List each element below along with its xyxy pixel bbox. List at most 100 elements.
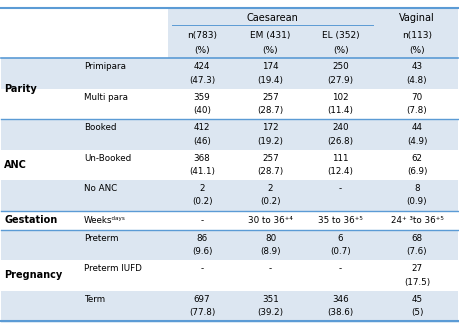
- Text: (19.4): (19.4): [257, 76, 284, 85]
- Text: (28.7): (28.7): [257, 167, 284, 176]
- Text: Booked: Booked: [84, 123, 117, 132]
- Text: (38.6): (38.6): [327, 308, 354, 317]
- Bar: [376, 43, 458, 58]
- Text: 80: 80: [265, 234, 276, 243]
- Bar: [1, 211, 458, 230]
- Text: 250: 250: [332, 63, 349, 71]
- Text: 62: 62: [412, 154, 422, 163]
- Text: 351: 351: [262, 295, 279, 304]
- Bar: [1, 58, 458, 89]
- Text: (%): (%): [333, 46, 348, 55]
- Text: 30 to 36⁺⁴: 30 to 36⁺⁴: [248, 215, 293, 225]
- Text: EL (352): EL (352): [322, 31, 359, 39]
- Text: 257: 257: [262, 93, 279, 102]
- Text: 174: 174: [262, 63, 279, 71]
- Text: (0.7): (0.7): [330, 247, 351, 256]
- Text: (17.5): (17.5): [404, 278, 430, 287]
- Text: 172: 172: [262, 123, 279, 132]
- Text: (%): (%): [263, 46, 278, 55]
- Text: 368: 368: [194, 154, 211, 163]
- Text: 70: 70: [411, 93, 423, 102]
- Text: Caesarean: Caesarean: [246, 13, 298, 23]
- Text: (12.4): (12.4): [328, 167, 353, 176]
- Bar: [1, 260, 458, 291]
- Text: (39.2): (39.2): [257, 308, 284, 317]
- Text: (4.9): (4.9): [407, 137, 427, 146]
- Bar: [168, 27, 376, 43]
- Text: -: -: [339, 184, 342, 193]
- Text: 45: 45: [411, 295, 423, 304]
- Text: (4.8): (4.8): [407, 76, 427, 85]
- Text: Term: Term: [84, 295, 105, 304]
- Text: EM (431): EM (431): [250, 31, 291, 39]
- Text: n(113): n(113): [402, 31, 432, 39]
- Text: 424: 424: [194, 63, 210, 71]
- Text: (5): (5): [411, 308, 423, 317]
- Text: (26.8): (26.8): [328, 137, 353, 146]
- Text: 346: 346: [332, 295, 349, 304]
- Text: (77.8): (77.8): [189, 308, 215, 317]
- Bar: [1, 230, 458, 260]
- Text: (7.6): (7.6): [407, 247, 427, 256]
- Text: 27: 27: [411, 264, 423, 273]
- Text: 102: 102: [332, 93, 349, 102]
- Text: 697: 697: [194, 295, 210, 304]
- Text: (27.9): (27.9): [328, 76, 353, 85]
- Text: -: -: [201, 264, 204, 273]
- Text: (46): (46): [193, 137, 211, 146]
- Text: 2: 2: [268, 184, 273, 193]
- Text: 24⁺ ³to 36⁺⁵: 24⁺ ³to 36⁺⁵: [391, 215, 443, 225]
- Text: (28.7): (28.7): [257, 106, 284, 115]
- Text: Parity: Parity: [4, 84, 37, 94]
- Text: (47.3): (47.3): [189, 76, 215, 85]
- Text: 6: 6: [338, 234, 343, 243]
- Text: 8: 8: [414, 184, 420, 193]
- Text: Multi para: Multi para: [84, 93, 128, 102]
- Text: Preterm: Preterm: [84, 234, 118, 243]
- Bar: [1, 180, 458, 211]
- Text: 43: 43: [411, 63, 423, 71]
- Bar: [1, 89, 458, 119]
- Text: No ANC: No ANC: [84, 184, 117, 193]
- Text: (19.2): (19.2): [257, 137, 284, 146]
- Text: 86: 86: [196, 234, 207, 243]
- Text: (40): (40): [193, 106, 211, 115]
- Text: ANC: ANC: [4, 160, 27, 170]
- Bar: [376, 27, 458, 43]
- Bar: [168, 43, 376, 58]
- Text: (41.1): (41.1): [189, 167, 215, 176]
- Text: 2: 2: [199, 184, 205, 193]
- Text: 68: 68: [411, 234, 423, 243]
- Text: Pregnancy: Pregnancy: [4, 270, 62, 280]
- Bar: [1, 150, 458, 180]
- Text: -: -: [339, 264, 342, 273]
- Text: 111: 111: [332, 154, 349, 163]
- Text: (8.9): (8.9): [260, 247, 281, 256]
- Text: Gestation: Gestation: [4, 215, 57, 225]
- Text: (%): (%): [409, 46, 425, 55]
- Text: (%): (%): [194, 46, 210, 55]
- Text: (11.4): (11.4): [328, 106, 353, 115]
- Text: (0.9): (0.9): [407, 197, 427, 207]
- Text: (6.9): (6.9): [407, 167, 427, 176]
- Text: -: -: [201, 215, 204, 225]
- Text: 257: 257: [262, 154, 279, 163]
- Text: Vaginal: Vaginal: [399, 13, 435, 23]
- Text: Primipara: Primipara: [84, 63, 126, 71]
- Text: 240: 240: [332, 123, 349, 132]
- Bar: [1, 119, 458, 150]
- Bar: [1, 291, 458, 321]
- Text: n(783): n(783): [187, 31, 217, 39]
- Bar: [168, 8, 376, 27]
- Text: 359: 359: [194, 93, 211, 102]
- Bar: [376, 8, 458, 27]
- Text: 44: 44: [412, 123, 422, 132]
- Text: (7.8): (7.8): [407, 106, 427, 115]
- Text: -: -: [269, 264, 272, 273]
- Text: Un-Booked: Un-Booked: [84, 154, 131, 163]
- Text: (0.2): (0.2): [260, 197, 281, 207]
- Text: Weeksᵈᵃʸˢ: Weeksᵈᵃʸˢ: [84, 215, 126, 225]
- Text: 35 to 36⁺⁵: 35 to 36⁺⁵: [318, 215, 363, 225]
- Text: (0.2): (0.2): [192, 197, 213, 207]
- Text: Preterm IUFD: Preterm IUFD: [84, 264, 142, 273]
